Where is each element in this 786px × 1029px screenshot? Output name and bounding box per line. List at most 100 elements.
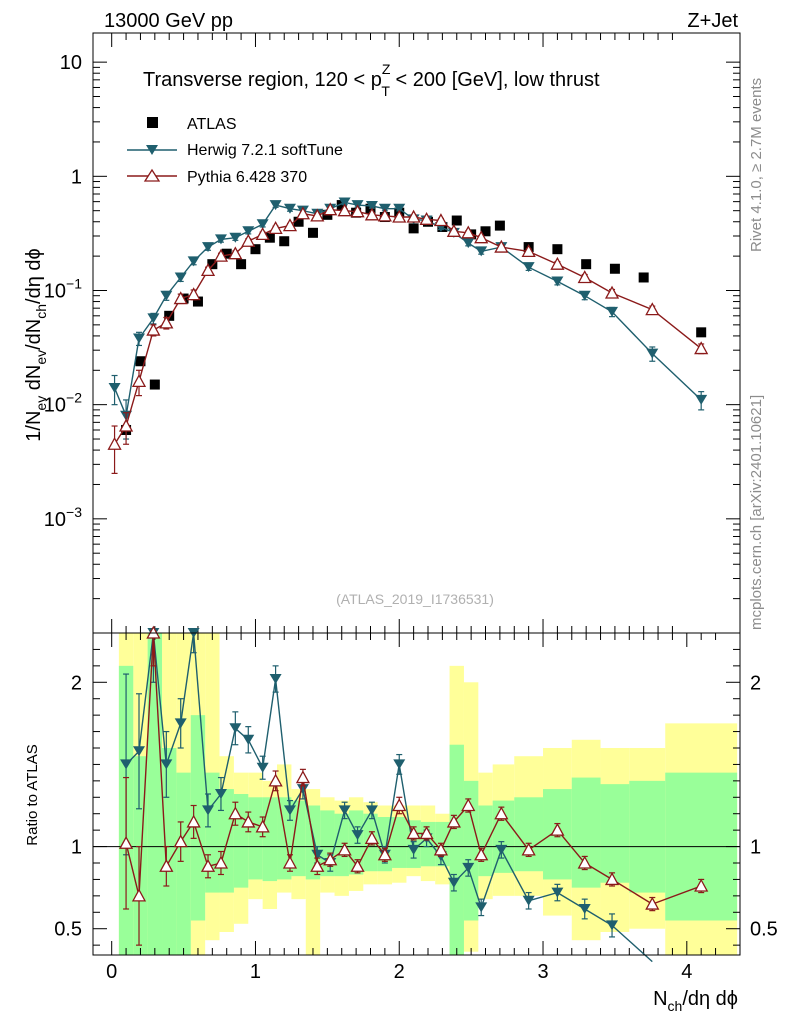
- herwig-ratio-point: [283, 805, 296, 816]
- herwig-data-point: [214, 234, 227, 245]
- pythia-data-point: [604, 285, 620, 299]
- pythia-ratio-point: [282, 855, 298, 869]
- main-y-tick-label: 10−3: [44, 504, 82, 531]
- pythia-data-point: [446, 223, 461, 237]
- pythia-data-point: [577, 270, 592, 284]
- herwig-data-point: [242, 226, 255, 237]
- pythia-data-point: [282, 218, 298, 232]
- ratio-green-band: [277, 797, 292, 880]
- y-title-part-4: ev: [33, 350, 49, 365]
- pythia-data-point: [550, 256, 565, 270]
- atlas-data-point: [408, 223, 419, 234]
- pythia-data-point: [255, 227, 270, 241]
- pythia-ratio-point: [419, 826, 434, 840]
- herwig-ratio-point: [522, 895, 535, 906]
- ratio-y-tick-label: 2: [71, 672, 82, 694]
- pythia-data-point: [107, 436, 122, 450]
- atlas-data-point: [264, 232, 275, 243]
- rivet-version-label: Rivet 4.1.0, ≥ 2.7M events: [748, 78, 765, 252]
- pythia-ratio-point: [323, 852, 338, 866]
- pythia-ratio-point: [268, 773, 283, 787]
- pythia-data-point: [419, 211, 434, 225]
- x-title-part-1: N: [653, 988, 667, 1010]
- pythia-ratio-point: [604, 872, 620, 886]
- process-label: Z+Jet: [687, 10, 738, 32]
- pythia-ratio-point: [577, 855, 592, 869]
- pythia-ratio-point: [377, 847, 392, 861]
- legend-herwig-label: Herwig 7.2.1 softTune: [187, 142, 343, 159]
- ratio-green-band: [571, 777, 601, 888]
- source-label: mcplots.cern.ch [arXiv:2401.10621]: [748, 395, 765, 630]
- pythia-data-point: [159, 315, 174, 329]
- atlas-data-point: [609, 263, 620, 274]
- pythia-data-point: [200, 263, 216, 277]
- herwig-ratio-point: [242, 734, 255, 745]
- herwig-data-point: [695, 394, 708, 405]
- ratio-y-tick-label-right: 1: [750, 837, 761, 859]
- pythia-ratio-point: [200, 858, 216, 872]
- legend-atlas-label: ATLAS: [187, 116, 237, 133]
- ratio-green-band: [478, 805, 493, 877]
- y-title-part-3: dN: [23, 365, 45, 396]
- pythia-ratio-point: [350, 858, 365, 872]
- herwig-data-point: [269, 200, 282, 211]
- y-title-part-1: 1/N: [23, 411, 45, 442]
- pythia-ratio-point: [310, 858, 325, 872]
- herwig-data-point: [646, 348, 659, 359]
- pythia-data-point: [521, 244, 536, 258]
- herwig-data-point: [187, 256, 200, 267]
- herwig-data-point: [393, 203, 406, 214]
- ratio-series: [118, 625, 709, 963]
- main-y-tick-label: 1: [71, 166, 82, 188]
- pythia-data-point: [406, 209, 421, 223]
- pythia-data-point: [350, 204, 365, 218]
- herwig-ratio-point: [214, 789, 227, 799]
- atlas-data-point: [207, 259, 218, 270]
- atlas-data-point: [293, 216, 304, 227]
- herwig-data-point: [522, 262, 535, 273]
- pythia-ratio-point: [494, 806, 509, 820]
- pythia-data-point: [118, 418, 134, 432]
- atlas-data-point: [236, 259, 247, 270]
- pythia-data-point: [241, 233, 256, 247]
- x-tick-label: 2: [394, 961, 405, 983]
- analysis-watermark: (ATLAS_2019_I1736531): [336, 591, 494, 607]
- pythia-data-point: [377, 208, 392, 222]
- atlas-data-point: [164, 310, 175, 321]
- ratio-green-band: [176, 772, 191, 955]
- pythia-data-point: [131, 373, 147, 388]
- main-y-tick-label: 10−1: [44, 275, 82, 302]
- ratio-axis-ticks: [93, 633, 740, 955]
- atlas-data-point: [581, 259, 592, 270]
- ratio-green-band: [449, 744, 464, 955]
- atlas-data-point: [250, 244, 261, 255]
- pythia-data-point: [310, 208, 325, 222]
- herwig-data-point: [147, 313, 160, 324]
- ratio-green-band: [463, 780, 479, 921]
- ratio-y-tick-label: 1: [71, 837, 82, 859]
- ratio-green-band: [147, 633, 163, 955]
- herwig-ratio-point: [447, 877, 460, 888]
- y-title-part-7: /dη dϕ: [23, 248, 45, 304]
- herwig-ratio-point: [351, 830, 364, 841]
- herwig-data-point: [202, 242, 215, 253]
- main-y-tick-label: 10: [60, 52, 82, 74]
- pythia-ratio-point: [241, 814, 256, 828]
- pythia-ratio-point: [645, 896, 660, 910]
- herwig-ratio-point: [495, 844, 508, 855]
- ratio-y-tick-label-right: 0.5: [750, 919, 778, 941]
- atlas-data-point: [149, 379, 160, 390]
- pythia-ratio-point: [364, 830, 380, 845]
- pythia-data-point: [364, 207, 380, 221]
- herwig-ratio-point: [365, 805, 378, 816]
- atlas-data-point: [221, 248, 232, 259]
- pythia-ratio-point: [173, 834, 188, 848]
- x-title-part-2: ch: [668, 998, 683, 1014]
- pythia-ratio-point: [213, 855, 229, 869]
- herwig-ratio-point: [269, 674, 282, 684]
- herwig-data-point: [108, 382, 121, 393]
- pythia-data-point: [392, 209, 407, 223]
- herwig-ratio-point: [578, 904, 591, 914]
- herwig-ratio-point: [606, 920, 619, 931]
